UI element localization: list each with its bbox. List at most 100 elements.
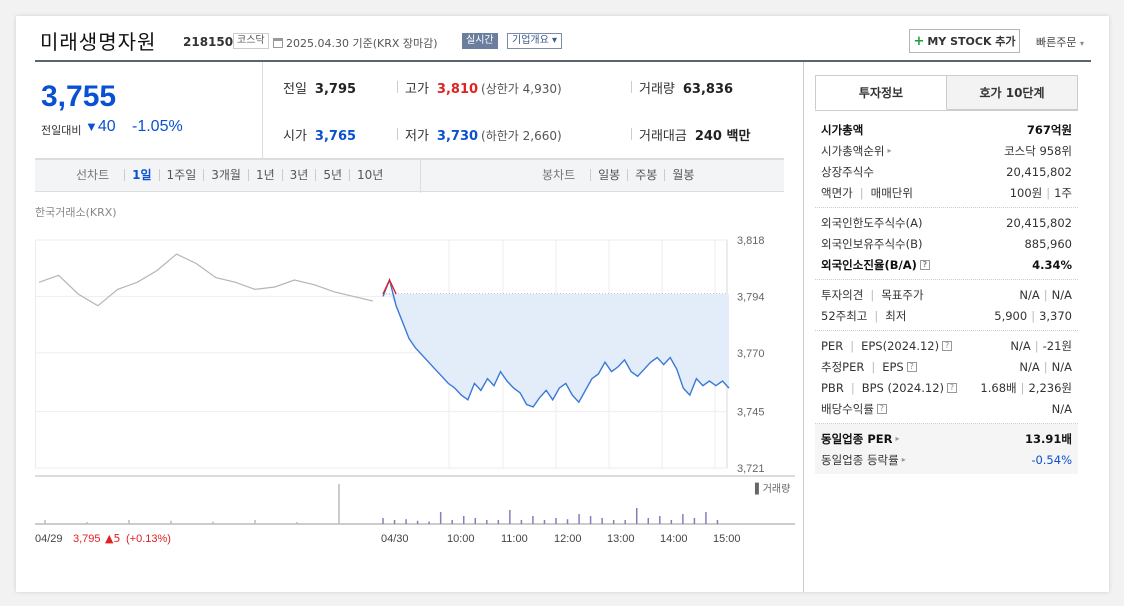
info-value-text: 5,900 <box>994 308 1028 323</box>
quick-order-button[interactable]: 빠른주문 ▾ <box>1036 34 1084 50</box>
divider: | <box>1031 308 1036 323</box>
info-key-label: 동일업종 등락률 <box>821 452 899 467</box>
divider: | <box>870 287 875 302</box>
info-value-text: 4.34% <box>1032 257 1072 272</box>
realtime-badge[interactable]: 실시간 <box>462 33 498 49</box>
info-row: PBR | BPS (2024.12)? 1.68배 | 2,236원 <box>821 377 1072 398</box>
tab-1w[interactable]: 1주일 <box>158 169 204 181</box>
info-key-label: 시가총액 <box>821 122 864 137</box>
current-price: 3,755 <box>41 80 117 113</box>
line-chart-title: 선차트 <box>76 168 110 182</box>
info-key: 시가총액 <box>821 122 863 138</box>
plus-icon: + <box>913 33 925 49</box>
y-tick-label: 3,770 <box>737 348 765 360</box>
tab-1y[interactable]: 1년 <box>247 169 282 181</box>
chevron-right-icon[interactable]: ▸ <box>901 455 906 464</box>
info-key-label: PBR <box>821 380 844 395</box>
prev-close: 전일 3,795 <box>283 82 357 97</box>
x-tick-label: 04/30 <box>381 533 409 545</box>
date-text: 2025.04.30 기준(KRX 장마감) <box>286 37 438 50</box>
info-value: 20,415,802 <box>1006 165 1072 179</box>
divider: | <box>1046 185 1051 200</box>
tab-10y[interactable]: 10년 <box>349 169 390 181</box>
info-key-label: 배당수익률 <box>821 401 874 416</box>
info-value: 20,415,802 <box>1006 216 1072 230</box>
help-icon[interactable]: ? <box>919 259 930 270</box>
info-key: 52주최고 | 최저 <box>821 308 906 324</box>
info-row: 외국인보유주식수(B) 885,960 <box>821 233 1072 254</box>
info-key: 외국인소진율(B/A)? <box>821 257 930 273</box>
info-value-text: N/A <box>1051 401 1072 416</box>
info-row: 추정PER | EPS? N/A | N/A <box>821 356 1072 377</box>
chart-source: 한국거래소(KRX) <box>35 206 117 219</box>
info-value-text: 885,960 <box>1024 236 1072 251</box>
info-key: PER | EPS(2024.12)? <box>821 338 953 353</box>
tab-orderbook[interactable]: 호가 10단계 <box>947 75 1078 110</box>
company-overview-button[interactable]: 기업개요 ▾ <box>507 33 563 49</box>
stock-code: 218150 <box>183 35 234 49</box>
info-key: 상장주식수 <box>821 164 874 180</box>
chevron-down-icon: ▾ <box>1079 39 1084 48</box>
tab-5y[interactable]: 5년 <box>315 169 349 181</box>
chevron-right-icon[interactable]: ▸ <box>887 146 892 155</box>
tab-3y[interactable]: 3년 <box>281 169 316 181</box>
info-row: 액면가 | 매매단위 100원 | 1주 <box>821 182 1072 203</box>
info-key: PBR | BPS (2024.12)? <box>821 380 958 395</box>
info-row: 상장주식수 20,415,802 <box>821 161 1072 182</box>
x-tick-label: 12:00 <box>554 533 582 545</box>
y-tick-label: 3,721 <box>737 463 765 475</box>
tab-1d[interactable]: 1일 <box>124 169 158 181</box>
help-icon[interactable]: ? <box>906 361 917 372</box>
price-chart[interactable]: 3,818 3,794 3,770 3,745 3,721 ▌거래량 04/29 04/30 1… <box>35 226 795 546</box>
quick-order-label: 빠른주문 <box>1036 36 1077 49</box>
tab-monthly[interactable]: 월봉 <box>664 169 701 181</box>
info-key-label: 최저 <box>885 308 907 323</box>
info-key-label: PER <box>821 338 844 353</box>
prev-day-change: ▲5 <box>105 532 120 545</box>
current-price-box: 3,755 전일대비 ▼40 -1.05% <box>35 62 263 159</box>
help-icon[interactable]: ? <box>942 340 953 351</box>
info-row: 외국인한도주식수(A) 20,415,802 <box>821 212 1072 233</box>
info-value-text: N/A <box>1019 287 1040 302</box>
info-value-text: 13.91배 <box>1025 431 1072 446</box>
info-row: 배당수익률? N/A <box>821 398 1072 419</box>
info-value: 4.34% <box>1032 258 1072 272</box>
investment-info-panel: 투자정보 호가 10단계 시가총액 767억원 시가총액순위 ▸ 코스닥 958위 상장주… <box>815 75 1078 474</box>
divider: | <box>850 380 855 395</box>
info-tabs: 투자정보 호가 10단계 <box>815 75 1078 111</box>
company-name[interactable]: 미래생명자원 <box>40 30 157 54</box>
info-key: 투자의견 | 목표주가 <box>821 287 924 303</box>
chevron-right-icon[interactable]: ▸ <box>895 434 900 443</box>
info-key-label: 52주최고 <box>821 308 868 323</box>
x-tick-label: 11:00 <box>501 533 528 545</box>
day-low: 저가 3,730 (하한가 2,660) <box>405 129 562 144</box>
info-row: 투자의견 | 목표주가 N/A | N/A <box>821 284 1072 305</box>
info-row: 동일업종 등락률 ▸ -0.54% <box>821 449 1072 470</box>
help-icon[interactable]: ? <box>876 403 887 414</box>
chevron-down-icon: ▾ <box>548 35 558 46</box>
info-value-text: 3,370 <box>1039 308 1072 323</box>
info-value: N/A | N/A <box>1019 288 1072 302</box>
info-value-text: 20,415,802 <box>1006 164 1072 179</box>
info-key: 외국인보유주식수(B) <box>821 236 923 252</box>
tab-weekly[interactable]: 주봉 <box>627 169 664 181</box>
info-row: 시가총액 767억원 <box>821 119 1072 140</box>
change-rate: -1.05% <box>132 118 183 135</box>
info-section: 투자의견 | 목표주가 N/A | N/A 52주최고 | 최저 5,900 | 3,370 <box>815 280 1078 331</box>
tab-investment-info[interactable]: 투자정보 <box>815 75 947 110</box>
info-row: 시가총액순위 ▸ 코스닥 958위 <box>821 140 1072 161</box>
trade-amount: 거래대금 240 백만 <box>639 129 751 144</box>
tab-daily[interactable]: 일봉 <box>590 169 627 181</box>
divider: | <box>859 185 864 200</box>
tab-3m[interactable]: 3개월 <box>203 169 248 181</box>
info-row: 52주최고 | 최저 5,900 | 3,370 <box>821 305 1072 326</box>
info-key-label: 외국인소진율(B/A) <box>821 257 917 272</box>
info-key: 동일업종 PER ▸ <box>821 431 899 447</box>
add-mystock-button[interactable]: + MY STOCK 추가 <box>909 29 1020 53</box>
info-value-text: 767억원 <box>1026 122 1072 137</box>
help-icon[interactable]: ? <box>947 382 958 393</box>
y-tick-label: 3,818 <box>737 235 765 247</box>
price-summary: 3,755 전일대비 ▼40 -1.05% 전일 3,795 고가 3,810 (상한… <box>35 62 784 159</box>
info-key-label: 액면가 <box>821 185 853 200</box>
